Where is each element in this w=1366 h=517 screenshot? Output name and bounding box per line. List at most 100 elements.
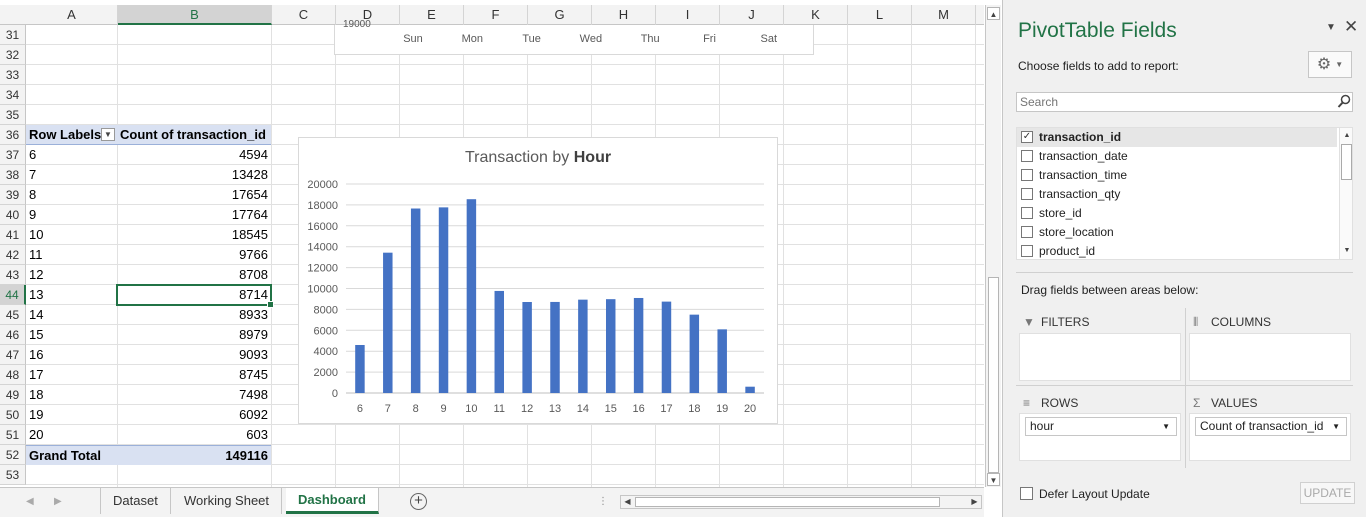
chart-bar[interactable] — [522, 302, 532, 393]
row-header-32[interactable]: 32 — [0, 45, 26, 65]
chart-bar[interactable] — [466, 199, 477, 393]
scroll-down-arrow-icon[interactable]: ▼ — [987, 473, 1000, 486]
filter-dropdown-icon[interactable]: ▼ — [101, 128, 115, 141]
pivot-row-label[interactable]: 14 — [29, 307, 44, 322]
rows-field-hour[interactable]: hour ▼ — [1025, 417, 1177, 436]
row-header-39[interactable]: 39 — [0, 185, 26, 205]
chart-bar[interactable] — [355, 344, 365, 393]
tab-scroll-left-icon[interactable]: ◀ — [26, 496, 34, 507]
field-checkbox[interactable] — [1021, 245, 1033, 257]
chart-bar[interactable] — [550, 301, 560, 393]
tab-split-handle-icon[interactable]: ⋮ — [598, 496, 608, 507]
column-header-b[interactable]: B — [118, 5, 272, 25]
pivot-row-label[interactable]: 16 — [29, 347, 44, 362]
row-header-47[interactable]: 47 — [0, 345, 26, 365]
column-header-k[interactable]: K — [784, 5, 848, 25]
pivot-row-value[interactable]: 17764 — [231, 207, 268, 222]
pivot-row-value[interactable]: 8745 — [239, 367, 268, 382]
row-header-46[interactable]: 46 — [0, 325, 26, 345]
pivot-grand-total-label[interactable]: Grand Total — [26, 445, 117, 465]
column-header-c[interactable]: C — [272, 5, 336, 25]
row-header-40[interactable]: 40 — [0, 205, 26, 225]
field-transaction-time[interactable]: transaction_time — [1017, 166, 1337, 185]
field-checkbox[interactable]: ✓ — [1021, 131, 1033, 143]
pivot-row-label[interactable]: 11 — [29, 247, 43, 262]
pivot-row-value[interactable]: 17654 — [231, 187, 268, 202]
tab-working-sheet[interactable]: Working Sheet — [172, 488, 283, 514]
row-header-52[interactable]: 52 — [0, 445, 26, 465]
field-settings-button[interactable]: ⚙ ▼ — [1308, 51, 1352, 78]
row-header-42[interactable]: 42 — [0, 245, 26, 265]
pivot-row-value[interactable]: 9093 — [239, 347, 268, 362]
row-header-45[interactable]: 45 — [0, 305, 26, 325]
row-header-48[interactable]: 48 — [0, 365, 26, 385]
column-header-a[interactable]: A — [26, 5, 118, 25]
pivot-row-value[interactable]: 8933 — [239, 307, 268, 322]
row-header-43[interactable]: 43 — [0, 265, 26, 285]
row-header-33[interactable]: 33 — [0, 65, 26, 85]
field-checkbox[interactable] — [1021, 207, 1033, 219]
chart-bar[interactable] — [633, 297, 644, 393]
chart-bar[interactable] — [661, 301, 672, 393]
chart-bar[interactable] — [383, 252, 393, 393]
vertical-scroll-thumb[interactable] — [988, 277, 999, 473]
columns-drop-area[interactable] — [1189, 333, 1351, 381]
pivot-row-label[interactable]: 8 — [29, 187, 37, 202]
horizontal-scrollbar[interactable]: ◀ ▶ — [620, 495, 982, 509]
update-button[interactable]: UPDATE — [1300, 482, 1355, 504]
scroll-left-arrow-icon[interactable]: ◀ — [624, 497, 631, 506]
row-header-49[interactable]: 49 — [0, 385, 26, 405]
search-icon[interactable] — [1337, 94, 1351, 110]
pivot-row-label[interactable]: 17 — [29, 367, 44, 382]
pivot-row-label[interactable]: 13 — [29, 287, 44, 302]
tab-dataset[interactable]: Dataset — [100, 488, 171, 514]
pivot-row-label[interactable]: 15 — [29, 327, 44, 342]
tab-dashboard[interactable]: Dashboard — [286, 488, 379, 514]
field-checkbox[interactable] — [1021, 169, 1033, 181]
row-header-35[interactable]: 35 — [0, 105, 26, 125]
field-checkbox[interactable] — [1021, 188, 1033, 200]
pivot-row-label[interactable]: 18 — [29, 387, 44, 402]
field-list-scrollbar[interactable]: ▲ ▼ — [1339, 128, 1352, 259]
chart-bar[interactable] — [578, 299, 588, 393]
chart-bar[interactable] — [717, 329, 727, 393]
scroll-right-arrow-icon[interactable]: ▶ — [971, 497, 978, 506]
row-header-34[interactable]: 34 — [0, 85, 26, 105]
column-header-i[interactable]: I — [656, 5, 720, 25]
chart-bar[interactable] — [689, 314, 700, 393]
field-product-id[interactable]: product_id — [1017, 242, 1337, 259]
values-drop-area[interactable]: Count of transaction_id ▼ — [1189, 413, 1351, 461]
defer-layout-checkbox[interactable] — [1020, 487, 1033, 500]
pivot-grand-total-value[interactable]: 149116 — [117, 445, 271, 465]
row-header-44[interactable]: 44 — [0, 285, 26, 305]
add-sheet-plus-icon[interactable]: + — [410, 493, 427, 510]
row-header-50[interactable]: 50 — [0, 405, 26, 425]
row-header-37[interactable]: 37 — [0, 145, 26, 165]
pivot-row-label[interactable]: 6 — [29, 147, 37, 162]
pivot-row-value[interactable]: 18545 — [231, 227, 268, 242]
pivot-row-label[interactable]: 12 — [29, 267, 44, 282]
pivot-row-label[interactable]: 19 — [29, 407, 44, 422]
rows-drop-area[interactable]: hour ▼ — [1019, 413, 1181, 461]
horizontal-scroll-thumb[interactable] — [635, 497, 940, 507]
pivot-row-value[interactable]: 8708 — [239, 267, 268, 282]
row-header-38[interactable]: 38 — [0, 165, 26, 185]
pivot-row-value[interactable]: 6092 — [239, 407, 268, 422]
pivot-row-value[interactable]: 8714 — [239, 287, 268, 302]
pivot-row-value[interactable]: 13428 — [231, 167, 268, 182]
pivot-header-row-labels[interactable]: Row Labels — [26, 125, 117, 145]
column-header-j[interactable]: J — [720, 5, 784, 25]
values-field-count[interactable]: Count of transaction_id ▼ — [1195, 417, 1347, 436]
chart-bar[interactable] — [494, 290, 505, 393]
pivot-row-label[interactable]: 20 — [29, 427, 44, 442]
row-header-53[interactable]: 53 — [0, 465, 26, 485]
weekday-chart-fragment[interactable]: 19000 Sun Mon Tue Wed Thu Fri Sat — [334, 19, 814, 55]
field-checkbox[interactable] — [1021, 226, 1033, 238]
chart-bar[interactable] — [410, 208, 421, 393]
field-store-location[interactable]: store_location — [1017, 223, 1337, 242]
field-transaction-id[interactable]: ✓ transaction_id — [1017, 128, 1337, 147]
column-header-e[interactable]: E — [400, 5, 464, 25]
chart-bar[interactable] — [745, 386, 755, 393]
column-header-g[interactable]: G — [528, 5, 592, 25]
column-header-d[interactable]: D — [336, 5, 400, 25]
